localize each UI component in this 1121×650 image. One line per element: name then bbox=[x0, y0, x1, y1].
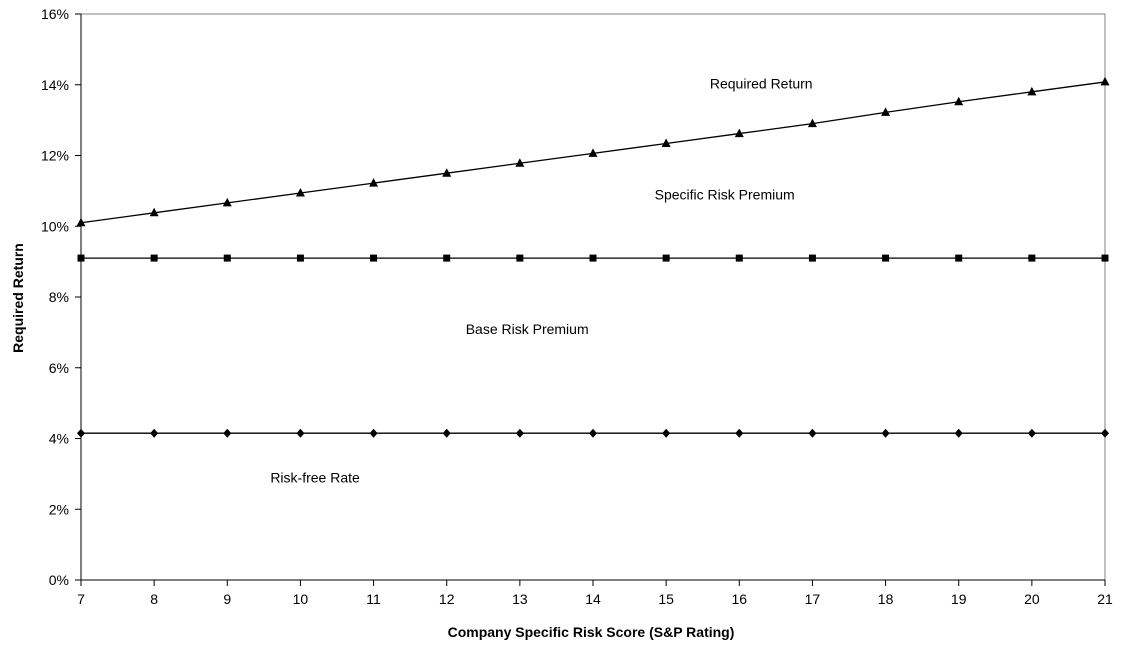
y-tick-label: 10% bbox=[41, 218, 69, 234]
y-tick-label: 14% bbox=[41, 77, 69, 93]
square-marker bbox=[77, 254, 85, 262]
x-tick-label: 21 bbox=[1097, 591, 1113, 607]
diamond-marker bbox=[808, 428, 817, 438]
triangle-marker bbox=[1027, 86, 1037, 96]
diamond-marker bbox=[1101, 428, 1109, 438]
x-tick-label: 12 bbox=[439, 591, 455, 607]
triangle-marker bbox=[149, 207, 159, 217]
triangle-marker bbox=[661, 138, 671, 147]
square-marker bbox=[882, 254, 890, 262]
square-marker bbox=[443, 254, 451, 262]
diamond-marker bbox=[1027, 428, 1036, 438]
x-tick-label: 17 bbox=[805, 591, 821, 607]
plot-frame bbox=[80, 13, 1106, 581]
diamond-marker bbox=[735, 428, 744, 438]
x-tick-label: 16 bbox=[731, 591, 747, 607]
square-marker bbox=[370, 254, 378, 262]
annotation-label: Risk-free Rate bbox=[270, 470, 360, 486]
square-marker bbox=[516, 254, 524, 262]
diamond-marker bbox=[223, 428, 232, 438]
triangle-marker bbox=[734, 128, 744, 138]
y-tick-label: 4% bbox=[49, 431, 69, 447]
x-tick-label: 10 bbox=[293, 591, 309, 607]
y-axis-title: Required Return bbox=[10, 243, 26, 353]
x-tick-label: 19 bbox=[951, 591, 967, 607]
square-marker bbox=[955, 254, 963, 262]
square-marker bbox=[662, 254, 670, 262]
diamond-marker bbox=[881, 428, 890, 438]
y-tick-label: 12% bbox=[41, 148, 69, 164]
triangle-marker bbox=[222, 197, 232, 207]
diamond-marker bbox=[442, 428, 451, 438]
triangle-marker bbox=[954, 96, 964, 106]
square-marker bbox=[1028, 254, 1036, 262]
x-tick-label: 14 bbox=[585, 591, 601, 607]
y-tick-label: 8% bbox=[49, 289, 69, 305]
triangle-marker bbox=[369, 178, 379, 187]
square-marker bbox=[1101, 254, 1109, 262]
triangle-marker bbox=[515, 158, 525, 167]
diamond-marker bbox=[150, 428, 159, 438]
diamond-marker bbox=[369, 428, 378, 438]
diamond-marker bbox=[589, 428, 597, 438]
diamond-marker bbox=[77, 428, 85, 438]
x-tick-label: 18 bbox=[878, 591, 894, 607]
y-tick-label: 0% bbox=[49, 572, 69, 588]
triangle-marker bbox=[807, 118, 817, 128]
diamond-marker bbox=[662, 428, 671, 438]
square-marker bbox=[589, 254, 597, 262]
square-marker bbox=[808, 254, 816, 262]
ticks: 0% 2% 4% 6% 8% 10% 12% 14% 16% 7 8 9 10 11 12 13 14 15 16 1… bbox=[41, 6, 1113, 607]
triangle-marker bbox=[76, 217, 86, 227]
x-tick-label: 8 bbox=[150, 591, 158, 607]
triangle-marker bbox=[442, 168, 452, 177]
x-tick-label: 7 bbox=[77, 591, 85, 607]
annotations: Required Return Specific Risk Premium Base… bbox=[270, 75, 812, 485]
square-marker bbox=[296, 254, 304, 262]
y-tick-label: 16% bbox=[41, 6, 69, 22]
y-tick-label: 2% bbox=[49, 501, 69, 517]
x-tick-label: 15 bbox=[658, 591, 674, 607]
triangle-marker bbox=[588, 148, 598, 157]
y-tick-label: 6% bbox=[49, 360, 69, 376]
x-tick-label: 13 bbox=[512, 591, 528, 607]
plot-area-border bbox=[80, 13, 1106, 581]
diamond-marker bbox=[296, 428, 305, 438]
annotation-label: Base Risk Premium bbox=[466, 321, 589, 337]
annotation-label: Required Return bbox=[710, 75, 813, 91]
triangle-marker bbox=[1100, 76, 1110, 86]
series-markers bbox=[76, 76, 1110, 438]
x-tick-label: 20 bbox=[1024, 591, 1040, 607]
triangle-marker bbox=[881, 107, 891, 116]
x-tick-label: 9 bbox=[223, 591, 231, 607]
diamond-marker bbox=[515, 428, 524, 438]
square-marker bbox=[150, 254, 158, 262]
x-tick-label: 11 bbox=[366, 591, 381, 607]
triangle-marker bbox=[295, 187, 305, 197]
diamond-marker bbox=[954, 428, 963, 438]
square-marker bbox=[223, 254, 231, 262]
square-marker bbox=[735, 254, 743, 262]
annotation-label: Specific Risk Premium bbox=[655, 187, 795, 203]
x-axis-title: Company Specific Risk Score (S&P Rating) bbox=[448, 624, 735, 640]
